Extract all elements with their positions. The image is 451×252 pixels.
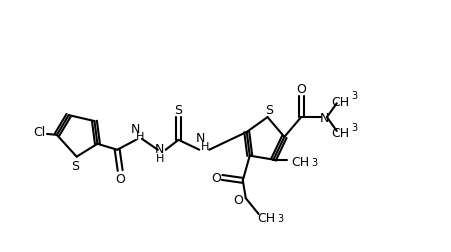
Text: S: S: [70, 160, 78, 172]
Text: H: H: [155, 153, 164, 163]
Text: Cl: Cl: [33, 126, 45, 139]
Text: H: H: [201, 141, 209, 151]
Text: N: N: [130, 123, 139, 136]
Text: H: H: [135, 131, 144, 141]
Text: O: O: [211, 171, 221, 184]
Text: 3: 3: [310, 157, 317, 167]
Text: O: O: [232, 193, 242, 206]
Text: CH: CH: [331, 127, 349, 140]
Text: O: O: [295, 83, 305, 96]
Text: 3: 3: [277, 213, 283, 223]
Text: 3: 3: [351, 91, 357, 101]
Text: O: O: [115, 172, 125, 185]
Text: CH: CH: [290, 155, 308, 168]
Text: CH: CH: [257, 212, 275, 225]
Text: N: N: [195, 132, 204, 145]
Text: S: S: [265, 103, 273, 116]
Text: N: N: [155, 143, 164, 156]
Text: 3: 3: [351, 122, 357, 132]
Text: CH: CH: [331, 96, 349, 108]
Text: S: S: [174, 103, 182, 116]
Text: N: N: [319, 111, 329, 124]
